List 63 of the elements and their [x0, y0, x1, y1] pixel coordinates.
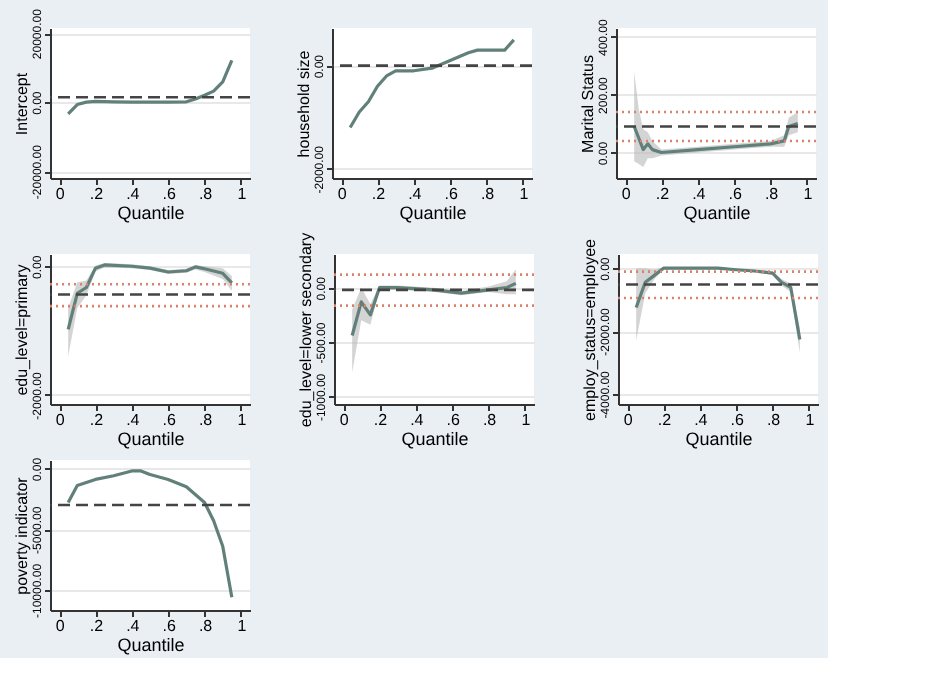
x-axis-title: Quantile	[117, 635, 185, 655]
x-tick-label: .4	[692, 185, 707, 203]
x-tick-label: .6	[162, 617, 177, 635]
line-series	[632, 121, 800, 155]
y-axis-title: Marital Status	[579, 55, 597, 153]
x-axis-title: Quantile	[401, 429, 469, 449]
x-tick-label: .2	[373, 411, 389, 429]
x-tick-label: .8	[482, 411, 498, 429]
x-tick-label: .8	[766, 411, 782, 429]
y-axis-title: household size	[295, 49, 313, 158]
y-axis-title: Intercept	[13, 71, 31, 136]
x-tick-label: 1	[521, 411, 532, 429]
x-tick-label: 1	[805, 411, 816, 429]
x-tick-label: .2	[657, 411, 673, 429]
x-tick-label: .6	[444, 185, 459, 203]
x-axis-title: Quantile	[117, 429, 185, 449]
line-series	[66, 263, 234, 331]
line-series	[66, 58, 234, 116]
x-tick-label: .4	[694, 411, 709, 429]
x-axis-title: Quantile	[683, 203, 751, 223]
line-series	[350, 281, 518, 338]
x-tick-label: 1	[237, 617, 248, 635]
y-axis-title: edu_level=primary	[13, 264, 31, 396]
x-tick-label: 1	[519, 185, 530, 203]
x-axis-title: Quantile	[117, 203, 185, 223]
x-axis-title: Quantile	[399, 203, 467, 223]
x-tick-label: .8	[764, 185, 780, 203]
x-tick-label: .2	[89, 185, 105, 203]
x-tick-label: 0	[337, 185, 348, 203]
x-axis-title: Quantile	[685, 429, 753, 449]
x-tick-label: .6	[162, 411, 177, 429]
x-tick-label: .8	[198, 185, 214, 203]
x-tick-label: .2	[89, 617, 105, 635]
x-tick-label: .8	[480, 185, 496, 203]
x-tick-label: 1	[803, 185, 814, 203]
y-axis-title: poverty indicator	[13, 476, 31, 595]
x-tick-label: .6	[730, 411, 745, 429]
line-series	[634, 266, 802, 342]
line-series	[348, 38, 516, 130]
x-tick-label: 1	[237, 185, 248, 203]
x-tick-label: 0	[339, 411, 350, 429]
line-series	[66, 469, 234, 599]
x-tick-label: 0	[55, 411, 66, 429]
x-tick-label: .6	[162, 185, 177, 203]
x-tick-label: .4	[126, 411, 141, 429]
x-tick-label: 0	[623, 411, 634, 429]
x-tick-label: .2	[371, 185, 387, 203]
y-axis-title: edu_level=lower secondary	[297, 232, 315, 428]
y-axis-title: employ_status=employee	[581, 237, 599, 421]
x-tick-label: .4	[410, 411, 425, 429]
x-tick-label: .4	[408, 185, 423, 203]
x-tick-label: .8	[198, 617, 214, 635]
x-tick-label: .6	[446, 411, 461, 429]
x-tick-label: 1	[237, 411, 248, 429]
x-tick-label: 0	[55, 617, 66, 635]
x-tick-label: .4	[126, 185, 141, 203]
x-tick-label: .2	[89, 411, 105, 429]
x-tick-label: .8	[198, 411, 214, 429]
x-tick-label: .4	[126, 617, 141, 635]
x-tick-label: .6	[728, 185, 743, 203]
x-tick-label: 0	[55, 185, 66, 203]
x-tick-label: 0	[621, 185, 632, 203]
x-tick-label: .2	[655, 185, 671, 203]
